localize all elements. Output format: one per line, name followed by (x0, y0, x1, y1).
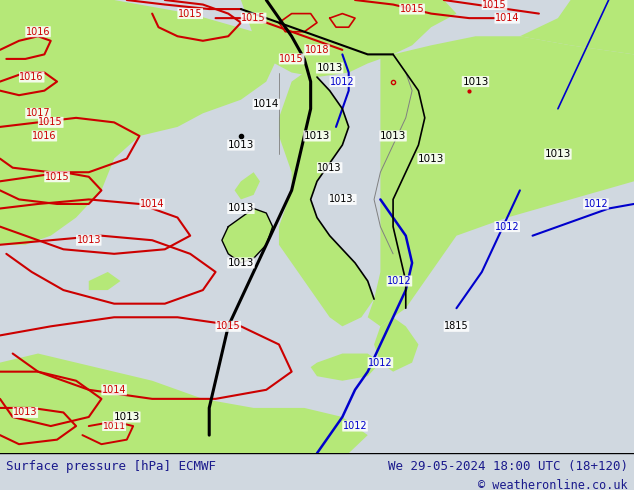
Text: 1012: 1012 (343, 421, 367, 431)
Text: 1016: 1016 (26, 27, 50, 37)
Text: 1013.: 1013. (328, 195, 356, 204)
Text: 1014: 1014 (140, 199, 164, 209)
Text: 1015: 1015 (45, 172, 69, 182)
Text: 1012: 1012 (387, 276, 411, 286)
Text: 1014: 1014 (495, 13, 519, 23)
Text: 1815: 1815 (444, 321, 469, 331)
Text: 1013: 1013 (545, 149, 571, 159)
Text: 1013: 1013 (462, 76, 489, 87)
Text: 1014: 1014 (102, 385, 126, 395)
Text: 1012: 1012 (330, 76, 354, 87)
Text: 1013: 1013 (380, 131, 406, 141)
Text: 1013: 1013 (316, 63, 343, 73)
Polygon shape (0, 354, 368, 453)
Polygon shape (279, 73, 374, 326)
Text: 1016: 1016 (20, 72, 44, 82)
Text: 1016: 1016 (32, 131, 56, 141)
Text: 1018: 1018 (305, 45, 329, 55)
Polygon shape (311, 354, 380, 381)
Polygon shape (222, 209, 273, 263)
Polygon shape (520, 0, 634, 54)
Polygon shape (368, 36, 634, 326)
Text: 1014: 1014 (253, 99, 280, 109)
Text: 1012: 1012 (495, 221, 519, 232)
Text: 1012: 1012 (584, 199, 608, 209)
Polygon shape (89, 272, 120, 290)
Text: Surface pressure [hPa] ECMWF: Surface pressure [hPa] ECMWF (6, 460, 216, 473)
Text: 1015: 1015 (400, 4, 424, 14)
Polygon shape (241, 0, 456, 77)
Text: 1015: 1015 (178, 9, 202, 19)
Text: 1013: 1013 (228, 140, 254, 150)
Text: 1013: 1013 (228, 203, 254, 214)
Text: 1015: 1015 (242, 13, 266, 23)
Text: 1015: 1015 (39, 118, 63, 127)
Polygon shape (235, 172, 260, 199)
Text: 1013: 1013 (113, 412, 140, 422)
Text: 1011: 1011 (103, 421, 126, 431)
Text: 1013: 1013 (13, 408, 37, 417)
Text: 1013: 1013 (304, 131, 330, 141)
Text: 1015: 1015 (482, 0, 507, 9)
Text: © weatheronline.co.uk: © weatheronline.co.uk (478, 479, 628, 490)
Text: 1015: 1015 (280, 54, 304, 64)
Text: We 29-05-2024 18:00 UTC (18+120): We 29-05-2024 18:00 UTC (18+120) (387, 460, 628, 473)
Polygon shape (0, 0, 279, 245)
Text: 1017: 1017 (26, 108, 50, 118)
Text: 1013: 1013 (228, 258, 254, 268)
Text: 1012: 1012 (368, 358, 392, 368)
Text: 1013: 1013 (418, 154, 444, 164)
Text: 1013: 1013 (77, 235, 101, 245)
Text: 1013: 1013 (318, 163, 342, 172)
Polygon shape (374, 318, 418, 371)
Text: 1015: 1015 (216, 321, 240, 331)
